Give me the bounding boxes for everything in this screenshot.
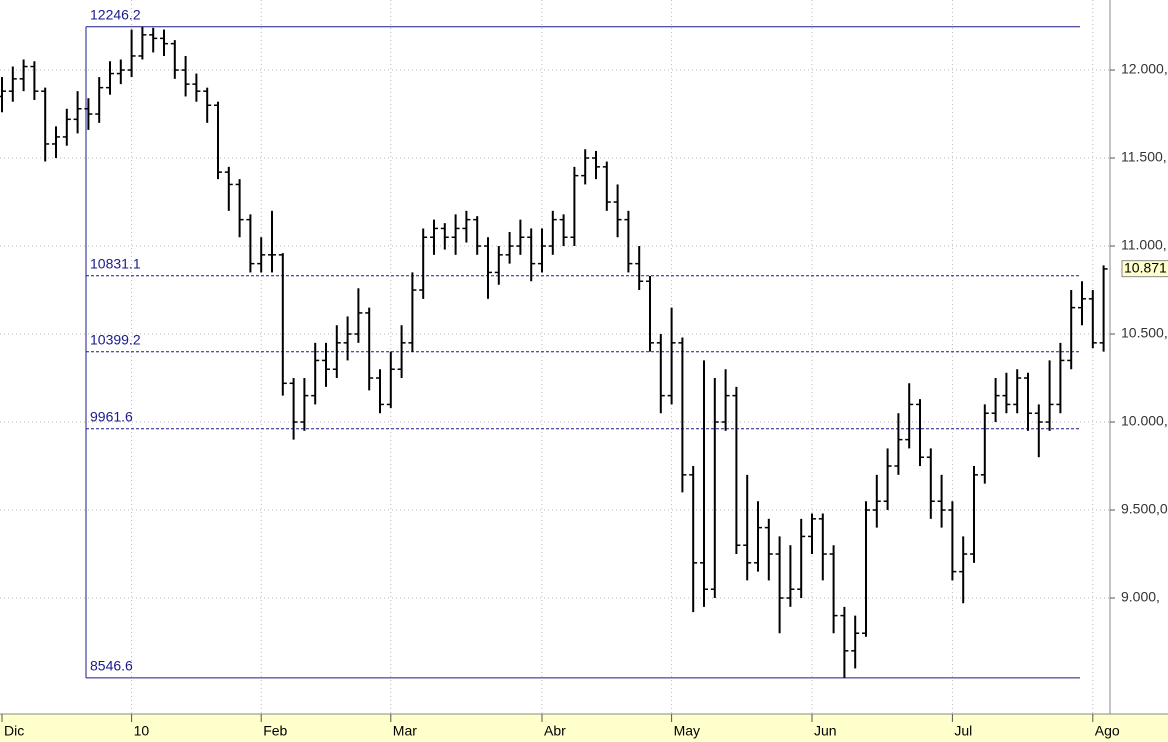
level-label: 10831.1 xyxy=(90,255,141,271)
level-label: 9961.6 xyxy=(90,408,133,424)
last-price-label: 10.871,4 xyxy=(1124,259,1168,275)
level-label: 10399.2 xyxy=(90,331,141,347)
x-tick-label: Ago xyxy=(1095,723,1120,739)
x-tick-label: Abr xyxy=(544,723,566,739)
x-tick-label: May xyxy=(674,723,700,739)
x-tick-label: Feb xyxy=(263,723,287,739)
level-label: 12246.2 xyxy=(90,6,141,22)
y-tick-label: 10.500, xyxy=(1121,325,1168,341)
y-tick-label: 9.500,0 xyxy=(1121,501,1168,517)
level-label: 8546.6 xyxy=(90,658,133,674)
x-axis-band xyxy=(0,714,1168,742)
x-tick-label: Jul xyxy=(954,723,972,739)
y-tick-label: 11.500, xyxy=(1121,149,1167,165)
last-price-box xyxy=(1121,260,1168,278)
y-tick-label: 12.000, xyxy=(1121,61,1168,77)
y-tick-label: 9.000, xyxy=(1121,589,1160,605)
y-tick-label: 10.000, xyxy=(1121,413,1168,429)
y-tick-label: 11.000, xyxy=(1121,237,1167,253)
x-tick-label: 10 xyxy=(134,723,150,739)
x-tick-label: Dic xyxy=(4,723,24,739)
x-tick-label: Jun xyxy=(814,723,837,739)
x-tick-label: Mar xyxy=(393,723,417,739)
